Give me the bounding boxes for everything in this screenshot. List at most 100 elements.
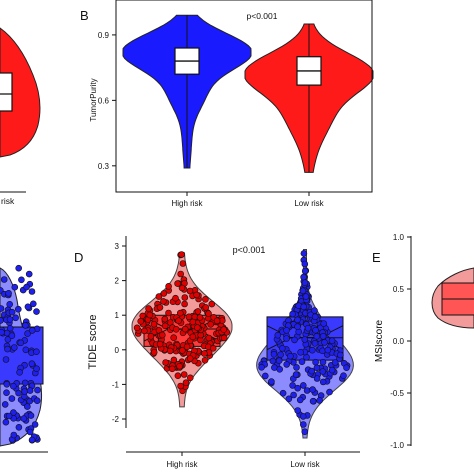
panel-d-point [186, 355, 194, 362]
panel-d-ytick-label: 1 [115, 311, 120, 320]
panel-d-point [283, 361, 291, 368]
panel-d-point [177, 270, 184, 278]
panel-c-point [27, 412, 35, 419]
panel-d-point [185, 313, 193, 321]
panel-c-point [1, 401, 9, 408]
panel-d-point [205, 334, 213, 342]
panel-d-point [321, 339, 328, 346]
panel-d-point [183, 343, 191, 351]
panel-d-point [178, 284, 186, 292]
panel-d-point [220, 334, 228, 342]
panel-d-point [202, 295, 209, 303]
panel-c-point [10, 382, 17, 390]
panel-d-xtick-label: Low risk [290, 460, 320, 469]
panel-e-ytick-label: 0.0 [393, 337, 405, 346]
panel-c-point [15, 264, 23, 272]
panel-c-point [10, 431, 18, 439]
panel-d-point [313, 364, 321, 372]
panel-b: B TumorPurity 0.3 0.6 0.9 p<0.001 High ris… [80, 0, 374, 208]
panel-c-point [2, 418, 10, 426]
panel-d-point [301, 267, 309, 275]
panel-d-point [311, 339, 319, 347]
panel-d-point [156, 304, 164, 311]
panel-d-point [141, 327, 148, 335]
panel-e-letter: E [372, 250, 381, 265]
panel-d-point [168, 365, 176, 373]
panel-d-point [201, 350, 208, 357]
panel-c-point [25, 270, 33, 278]
panel-d-point [319, 368, 327, 375]
panel-d-point [283, 326, 290, 334]
panel-d-point [311, 307, 318, 314]
panel-c-point [8, 395, 16, 402]
panel-d-point [301, 279, 309, 287]
panel-b-xticks: High risk Low risk [171, 192, 325, 208]
panel-d-point [279, 389, 287, 397]
panel-c-point [24, 303, 32, 311]
panel-d-point [299, 382, 307, 389]
panel-d-point [287, 352, 294, 360]
panel-c-point [0, 305, 5, 312]
panel-d-point [300, 273, 307, 281]
panel-d-point [177, 382, 184, 390]
panel-d-xticks: High risk Low risk [166, 452, 321, 469]
panel-d-ytick-label: 2 [115, 277, 120, 286]
panel-d: D TIDE score -2 -1 0 1 2 3 p<0.001 High risk L… [74, 236, 360, 469]
panel-c-point [8, 308, 16, 316]
panel-d-point [150, 320, 158, 328]
panel-d-point [275, 357, 283, 365]
panel-d-xtick-label: High risk [166, 460, 198, 469]
panel-c-point [5, 412, 13, 420]
panel-d-letter: D [74, 250, 83, 265]
panel-c-point [0, 329, 5, 336]
panel-c-point [33, 365, 40, 373]
panel-d-point [268, 378, 275, 385]
panel-d-point [160, 290, 168, 297]
panel-d-point [324, 346, 332, 354]
panel-c-point [22, 322, 29, 329]
panel-d-ytick-label: 0 [115, 346, 120, 355]
panel-d-point [298, 358, 306, 366]
panel-d-point [159, 331, 166, 339]
panel-d-point [193, 291, 200, 299]
panel-c-point [0, 317, 4, 324]
panel-d-point [299, 287, 307, 295]
panel-c-point [18, 276, 25, 284]
panel-d-point [270, 350, 278, 358]
panel-c-point [23, 283, 30, 291]
panel-d-point [294, 407, 302, 414]
panel-d-point [181, 300, 188, 308]
panel-d-point [205, 310, 212, 317]
panel-a-box [0, 72, 13, 112]
panel-b-yticks: 0.3 0.6 0.9 [98, 31, 116, 171]
panel-e-ylabel: MSIscore [374, 319, 385, 362]
panel-a: risk [0, 27, 41, 206]
panel-d-point [326, 388, 333, 396]
panel-d-point [278, 345, 286, 352]
panel-d-point [301, 336, 309, 343]
panel-c-point [8, 332, 16, 340]
panel-d-point [289, 310, 296, 318]
panel-d-point [174, 372, 182, 380]
panel-c-point [11, 344, 18, 351]
panel-c-point [5, 289, 12, 297]
panel-d-point [319, 378, 327, 386]
panel-c-points [0, 264, 41, 444]
panel-d-point [220, 326, 227, 333]
panel-d-point [181, 294, 189, 301]
panel-d-point [303, 387, 311, 394]
panel-d-point [308, 346, 316, 354]
panel-d-point [175, 317, 182, 325]
panel-d-point [165, 309, 172, 317]
panel-d-point [176, 362, 183, 370]
panel-c-point [29, 300, 37, 308]
panel-b-violins [122, 14, 374, 173]
panel-c-point [24, 330, 31, 337]
panel-c-point [28, 288, 36, 295]
panel-d-point [189, 318, 197, 326]
panel-d-point [147, 332, 155, 340]
panel-b-xtick-label: Low risk [294, 199, 324, 208]
panel-c-point [10, 409, 17, 416]
panel-d-point [145, 305, 152, 312]
panel-d-point [294, 323, 301, 331]
